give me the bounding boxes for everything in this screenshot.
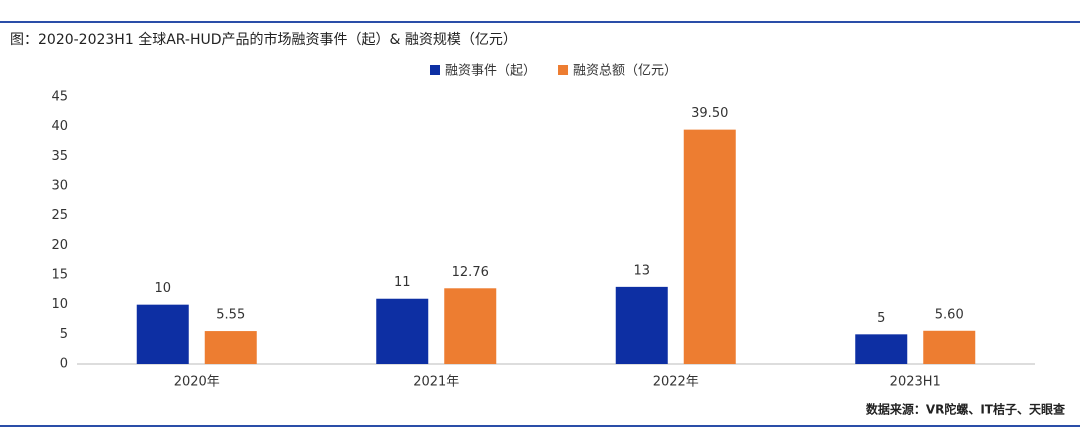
bar: [444, 288, 497, 364]
data-label: 39.50: [691, 106, 728, 121]
y-tick-label: 45: [51, 90, 68, 105]
bar: [923, 330, 976, 364]
x-tick-label: 2023H1: [890, 375, 941, 390]
bar: [683, 129, 736, 364]
y-tick-label: 15: [51, 268, 68, 283]
legend-label: 融资事件（起）: [445, 64, 536, 79]
data-label: 5: [877, 311, 885, 326]
y-tick-label: 30: [51, 179, 68, 194]
bar: [136, 304, 189, 364]
y-tick-label: 5: [60, 327, 68, 342]
y-tick-label: 0: [60, 357, 68, 372]
bar: [204, 331, 257, 364]
data-label: 5.55: [216, 308, 245, 323]
data-label: 13: [633, 263, 650, 278]
data-label: 10: [154, 281, 171, 296]
y-tick-label: 20: [51, 238, 68, 253]
x-tick-label: 2022年: [653, 375, 699, 390]
x-tick-label: 2021年: [413, 375, 459, 390]
bar: [615, 286, 668, 364]
y-tick-label: 25: [51, 208, 68, 223]
data-label: 11: [394, 275, 411, 290]
y-tick-label: 10: [51, 297, 68, 312]
data-label: 12.76: [452, 265, 489, 280]
data-label: 5.60: [935, 307, 964, 322]
y-tick-label: 40: [51, 119, 68, 134]
legend-swatch: [558, 65, 569, 75]
y-tick-label: 35: [51, 149, 68, 164]
source: 数据来源：VR陀螺、IT桔子、天眼查: [866, 402, 1066, 417]
legend-swatch: [430, 65, 440, 75]
chart-title: 图：2020-2023H1 全球AR-HUD产品的市场融资事件（起）& 融资规模…: [10, 31, 517, 48]
x-tick-label: 2020年: [174, 375, 220, 390]
bar: [855, 334, 908, 364]
bar: [376, 298, 429, 364]
legend-label: 融资总额（亿元）: [573, 64, 677, 79]
